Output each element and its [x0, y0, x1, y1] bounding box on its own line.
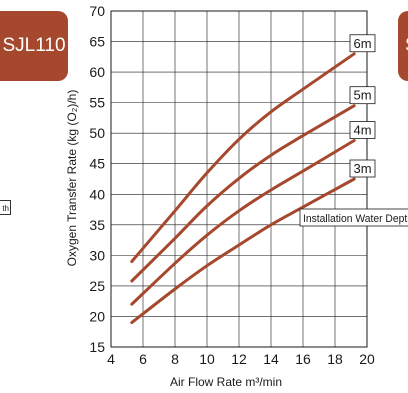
annotation-text: Installation Water Depth	[303, 213, 408, 225]
y-tick-label: 40	[89, 186, 105, 202]
plot-frame	[110, 10, 368, 348]
x-axis-label: Air Flow Rate m³/min	[170, 375, 282, 389]
y-tick-label: 55	[89, 95, 105, 111]
x-tick-label: 10	[199, 351, 215, 367]
y-tick-label: 20	[89, 308, 105, 324]
x-tick-label: 14	[263, 351, 279, 367]
series-line-5m	[130, 104, 356, 283]
series-label-box-3m	[349, 159, 376, 178]
series-label-box-5m	[349, 86, 376, 105]
y-tick-label: 30	[89, 247, 105, 263]
x-tick-label: 20	[359, 351, 375, 367]
x-tick-label: 12	[231, 351, 247, 367]
series-label-3m: 3m	[353, 161, 371, 176]
annotation-box	[299, 208, 408, 227]
adjacent-model-badge-label: S	[405, 35, 408, 57]
x-tick-label: 4	[107, 351, 115, 367]
y-tick-label: 50	[89, 125, 105, 141]
series-label-6m: 6m	[353, 36, 371, 51]
series-label-box-6m	[349, 34, 376, 53]
series-line-4m	[130, 139, 356, 306]
adjacent-annotation-fragment: th	[0, 200, 11, 215]
series-label-5m: 5m	[353, 88, 371, 103]
series-label-4m: 4m	[353, 123, 371, 138]
y-tick-label: 65	[89, 34, 105, 50]
y-tick-label: 60	[89, 64, 105, 80]
x-tick-label: 8	[171, 351, 179, 367]
series-line-3m	[130, 177, 356, 325]
model-badge-label: SJL110	[2, 35, 66, 56]
x-tick-label: 6	[139, 351, 147, 367]
series-line-6m	[130, 52, 356, 263]
series-layer	[130, 52, 356, 325]
series-labels: 6m 5m 4m 3m	[349, 34, 376, 178]
series-label-box-4m	[349, 121, 376, 139]
x-tick-label: 16	[295, 351, 311, 367]
y-tick-label: 35	[89, 217, 105, 233]
y-tick-label: 45	[89, 156, 105, 172]
y-tick-label: 70	[89, 3, 105, 19]
x-tick-label: 18	[327, 351, 343, 367]
y-axis-label: Oxygen Transfer Rate (kg (O₂)/h)	[65, 90, 79, 267]
adjacent-annotation-fragment-text: th	[2, 204, 9, 213]
adjacent-model-badge: S	[398, 11, 408, 81]
model-badge: SJL110	[0, 11, 68, 81]
tick-labels: 4 6 8 10 12 14 16 18 20 15 20 25 30 35 40 45 50 55 60 65 70	[89, 3, 375, 367]
y-tick-label: 15	[89, 339, 105, 355]
y-tick-label: 25	[89, 278, 105, 294]
